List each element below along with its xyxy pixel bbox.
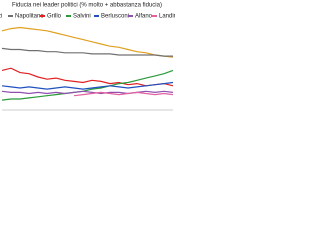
series-line: [1, 90, 174, 95]
legend-label: Napolitano: [15, 14, 44, 20]
series-line: [1, 26, 174, 58]
series-line: [73, 91, 174, 97]
legend-label: Grillo: [47, 14, 62, 20]
series-line: [1, 47, 173, 57]
legend-label: Berlusconi: [101, 14, 129, 20]
legend-label: Salvini: [73, 14, 91, 20]
chart-title: Fiducia nei leader politici (% molto + a…: [12, 3, 162, 9]
legend-label: Landini: [159, 14, 175, 20]
legend-label: Alfano: [135, 14, 153, 20]
series-line: [1, 81, 174, 90]
series-line: [1, 69, 174, 101]
background: [0, 0, 175, 130]
legend-label: Renzi: [0, 14, 2, 20]
chart: Fiducia nei leader politici (% molto + a…: [0, 0, 175, 130]
